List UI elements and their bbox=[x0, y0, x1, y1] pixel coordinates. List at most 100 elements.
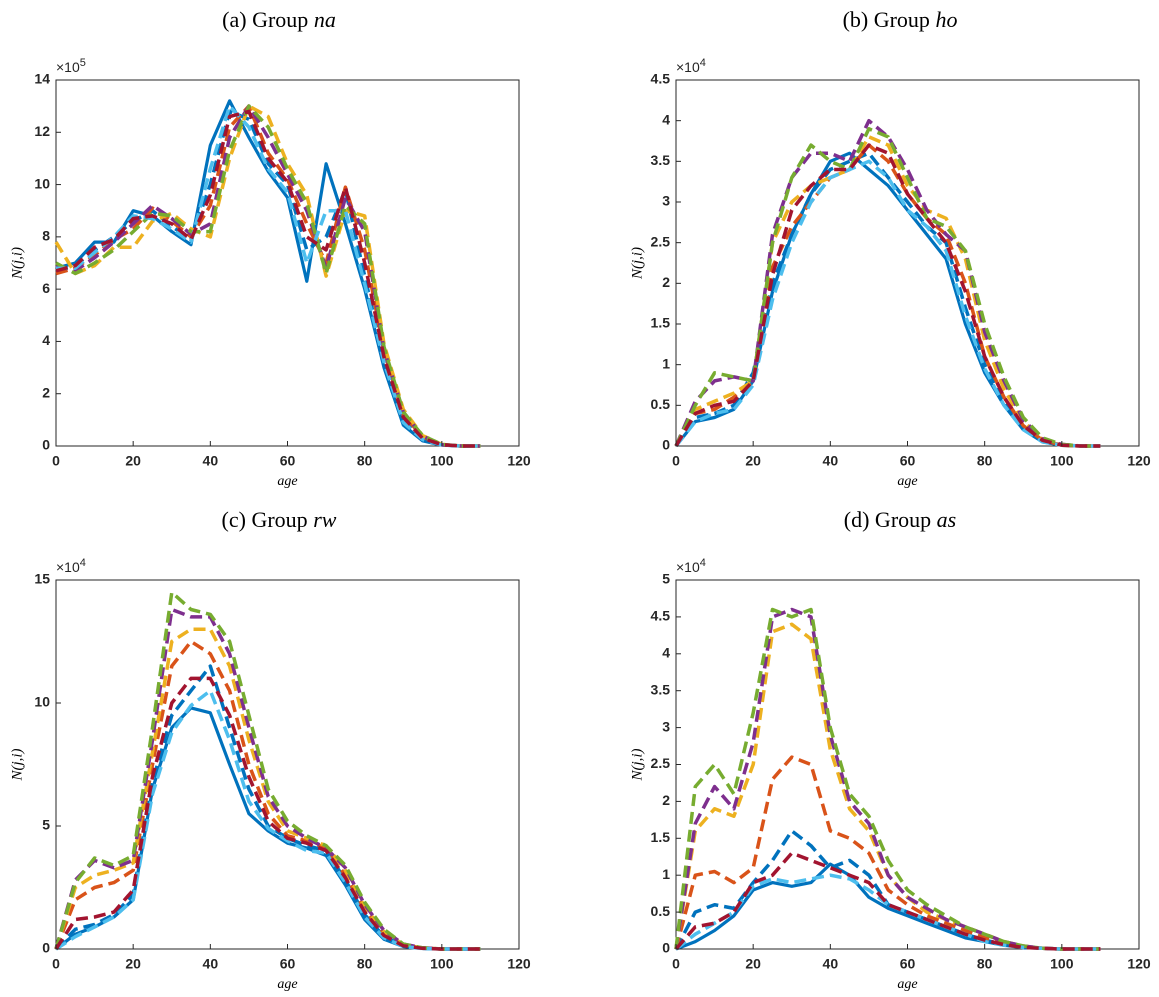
x-tick-label: 100 bbox=[1050, 956, 1074, 972]
y-tick-label: 4 bbox=[662, 645, 670, 661]
y-scale-factor: ×105 bbox=[56, 57, 86, 75]
x-tick-label: 120 bbox=[507, 453, 531, 469]
x-tick-label: 40 bbox=[203, 453, 219, 469]
y-tick-label: 3 bbox=[662, 718, 670, 734]
y-tick-label: 0 bbox=[42, 940, 50, 956]
x-tick-label: 0 bbox=[672, 956, 680, 972]
x-axis-label: age bbox=[897, 474, 917, 489]
x-tick-label: 120 bbox=[1127, 956, 1151, 972]
y-tick-label: 10 bbox=[34, 175, 50, 191]
y-tick-label: 4.5 bbox=[651, 608, 671, 624]
x-tick-label: 80 bbox=[357, 453, 373, 469]
x-tick-label: 60 bbox=[280, 453, 296, 469]
axes-box bbox=[55, 79, 520, 447]
x-tick-label: 100 bbox=[430, 453, 454, 469]
y-tick-label: 14 bbox=[34, 71, 50, 87]
series-line bbox=[55, 688, 481, 951]
x-tick-label: 40 bbox=[203, 956, 219, 972]
subplot-title: (c) Group rw bbox=[222, 507, 337, 532]
series-line bbox=[56, 104, 481, 448]
x-tick-label: 80 bbox=[977, 956, 993, 972]
y-tick-label: 5 bbox=[42, 817, 50, 833]
y-tick-label: 3 bbox=[662, 193, 670, 209]
series-line bbox=[54, 676, 481, 951]
x-tick-label: 20 bbox=[125, 956, 141, 972]
x-tick-label: 40 bbox=[823, 453, 839, 469]
x-tick-label: 20 bbox=[125, 453, 141, 469]
x-tick-label: 100 bbox=[1050, 453, 1074, 469]
series-line bbox=[54, 639, 481, 951]
scale-exponent: 4 bbox=[700, 57, 706, 69]
x-axis-label: age bbox=[897, 977, 917, 992]
y-tick-label: 0.5 bbox=[651, 903, 671, 919]
y-scale-factor: ×104 bbox=[676, 57, 706, 75]
x-tick-label: 0 bbox=[52, 453, 60, 469]
y-tick-label: 6 bbox=[42, 280, 50, 296]
series-line bbox=[55, 104, 481, 448]
x-tick-label: 60 bbox=[280, 956, 296, 972]
x-tick-label: 60 bbox=[900, 453, 916, 469]
y-tick-label: 3.5 bbox=[651, 152, 671, 168]
x-tick-label: 80 bbox=[357, 956, 373, 972]
subplot: (c) Group rw 0 20 40 60 80 100 120 0 5 10 15 age N(j,… bbox=[9, 507, 530, 992]
y-tick-label: 2 bbox=[42, 384, 50, 400]
scale-base: ×10 bbox=[56, 559, 80, 575]
y-tick-label: 1 bbox=[662, 355, 670, 371]
scale-exponent: 5 bbox=[80, 57, 86, 69]
series-line bbox=[674, 127, 1101, 448]
scale-base: ×10 bbox=[676, 559, 700, 575]
y-axis-label: N(j,i) bbox=[9, 247, 25, 280]
x-tick-label: 120 bbox=[1127, 453, 1151, 469]
series-line bbox=[55, 109, 481, 448]
x-tick-label: 20 bbox=[745, 453, 761, 469]
x-tick-label: 60 bbox=[900, 956, 916, 972]
x-tick-label: 20 bbox=[745, 956, 761, 972]
x-tick-label: 120 bbox=[507, 956, 531, 972]
x-tick-label: 100 bbox=[430, 956, 454, 972]
y-tick-label: 1.5 bbox=[651, 315, 671, 331]
y-tick-label: 4.5 bbox=[651, 71, 671, 87]
axes-box bbox=[675, 79, 1140, 447]
title-group: as bbox=[937, 507, 957, 532]
y-tick-label: 0 bbox=[662, 940, 670, 956]
subplot: (b) Group ho 0 20 40 60 80 100 120 0 0.5 1 1.5 2 2.5 3… bbox=[629, 7, 1150, 489]
series-line bbox=[674, 143, 1101, 448]
scale-exponent: 4 bbox=[700, 557, 706, 569]
series-line bbox=[54, 627, 481, 951]
y-tick-label: 0 bbox=[42, 437, 50, 453]
y-tick-label: 15 bbox=[34, 571, 50, 587]
y-tick-label: 8 bbox=[42, 228, 50, 244]
x-tick-label: 80 bbox=[977, 453, 993, 469]
y-tick-label: 1 bbox=[662, 866, 670, 882]
x-tick-label: 0 bbox=[52, 956, 60, 972]
title-text: (d) Group bbox=[844, 507, 931, 532]
y-scale-factor: ×104 bbox=[56, 557, 86, 575]
x-axis-label: age bbox=[277, 977, 297, 992]
x-axis-label: age bbox=[277, 474, 297, 489]
y-tick-label: 3.5 bbox=[651, 681, 671, 697]
title-text: (a) Group bbox=[222, 7, 308, 32]
scale-base: ×10 bbox=[56, 59, 80, 75]
subplot-title: (a) Group na bbox=[222, 7, 336, 32]
y-tick-label: 4 bbox=[662, 111, 670, 127]
subplot: (a) Group na 0 20 40 60 80 100 120 0 2 4 6 8 10 12 14 ag… bbox=[9, 7, 530, 489]
title-text: (b) Group bbox=[843, 7, 930, 32]
scale-base: ×10 bbox=[676, 59, 700, 75]
x-tick-label: 0 bbox=[672, 453, 680, 469]
subplot-title: (d) Group as bbox=[844, 507, 956, 532]
y-axis-label: N(j,i) bbox=[629, 748, 645, 781]
y-tick-label: 5 bbox=[662, 571, 670, 587]
subplot: (d) Group as 0 20 40 60 80 100 120 0 0.5 1 1.5 2 2.5 3… bbox=[629, 507, 1150, 992]
title-group: na bbox=[314, 7, 336, 32]
series-line bbox=[674, 755, 1101, 951]
y-tick-label: 2 bbox=[662, 274, 670, 290]
series-line bbox=[55, 104, 481, 448]
y-tick-label: 0.5 bbox=[651, 396, 671, 412]
axes-box bbox=[55, 579, 520, 950]
subplot-title: (b) Group ho bbox=[843, 7, 958, 32]
y-tick-label: 2 bbox=[662, 792, 670, 808]
series-line bbox=[674, 851, 1101, 951]
y-axis-label: N(j,i) bbox=[9, 748, 25, 781]
y-tick-label: 4 bbox=[42, 332, 50, 348]
series-line bbox=[674, 607, 1101, 951]
